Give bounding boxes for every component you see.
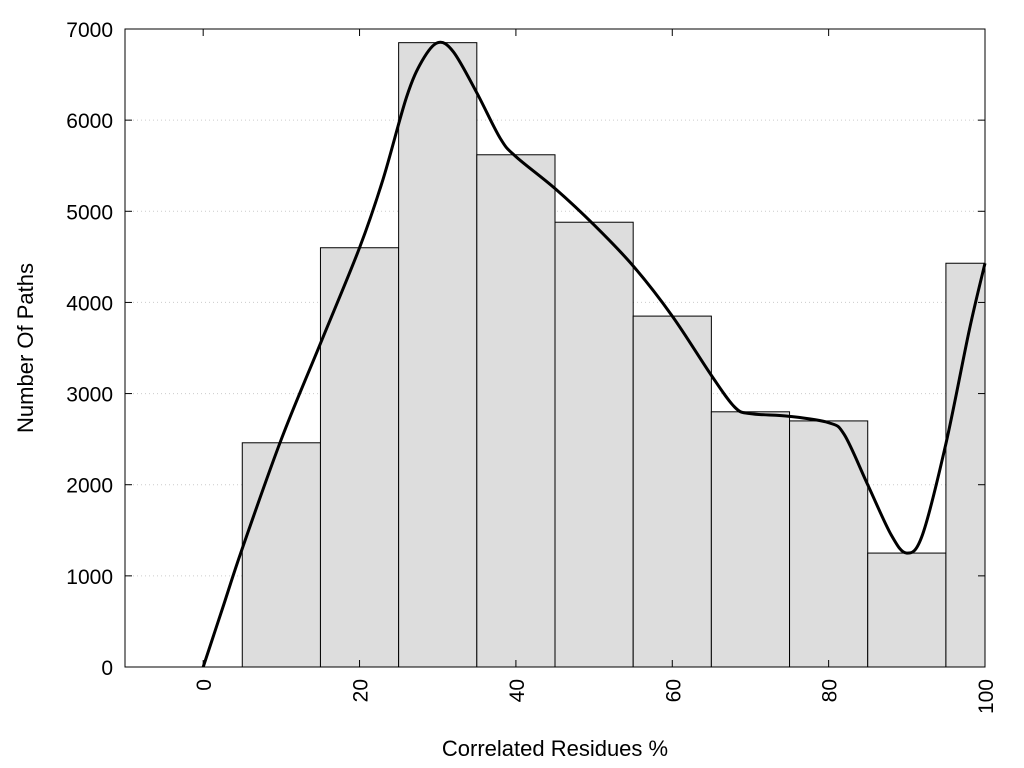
x-tick-label: 40: [506, 679, 529, 702]
x-tick-label: 80: [819, 679, 842, 702]
histogram-bar: [554, 221, 634, 668]
histogram-bar: [476, 154, 556, 668]
density-curve-layer: [201, 40, 987, 668]
y-tick-label: 5000: [66, 201, 113, 224]
y-tick-label: 4000: [66, 292, 113, 315]
x-tick-label: 60: [662, 679, 685, 702]
x-tick-label: 0: [193, 679, 216, 691]
histogram-bars: [241, 42, 986, 668]
y-tick-label: 6000: [66, 110, 113, 133]
y-axis-label: Number Of Paths: [13, 263, 38, 433]
histogram-bar: [945, 262, 986, 668]
histogram-bar: [632, 315, 712, 668]
y-tick-label: 2000: [66, 475, 113, 498]
y-tick-label: 7000: [66, 19, 113, 42]
x-tick-label: 100: [975, 679, 998, 714]
histogram-bar: [867, 552, 947, 668]
y-tick-label: 3000: [66, 384, 113, 407]
x-tick-label: 20: [350, 679, 373, 702]
y-tick-label: 0: [101, 657, 113, 680]
histogram-bar: [789, 420, 869, 668]
histogram-bar: [710, 411, 791, 668]
x-axis-label: Correlated Residues %: [442, 736, 668, 761]
plot-frame: [124, 28, 986, 668]
histogram-bar: [398, 42, 478, 668]
x-axis-ticks: 0 20 40 60 80 100: [193, 29, 998, 714]
histogram-bar: [319, 247, 400, 668]
density-curve: [201, 40, 987, 668]
histogram-bar: [241, 442, 321, 668]
y-axis-ticks: 0 1000 2000 3000 4000 5000 6000 7000: [66, 19, 985, 680]
y-tick-label: 1000: [66, 566, 113, 589]
